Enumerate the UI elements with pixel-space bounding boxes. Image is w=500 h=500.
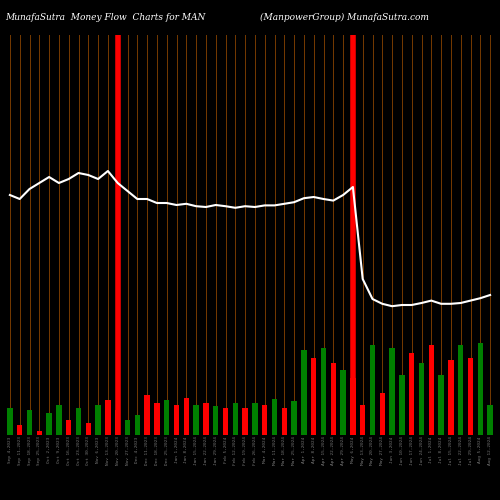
Bar (301, 350, 306, 435)
Bar (252, 402, 258, 435)
Bar (350, 378, 356, 435)
Bar (232, 402, 238, 435)
Bar (478, 342, 483, 435)
Text: MunafaSutra  Money Flow  Charts for MAN: MunafaSutra Money Flow Charts for MAN (5, 12, 205, 22)
Bar (409, 352, 414, 435)
Bar (488, 405, 493, 435)
Bar (27, 410, 32, 435)
Bar (36, 431, 42, 435)
Bar (458, 345, 464, 435)
Bar (86, 422, 91, 435)
Bar (360, 405, 366, 435)
Bar (370, 345, 375, 435)
Bar (272, 399, 277, 435)
Bar (419, 362, 424, 435)
Bar (213, 406, 218, 435)
Bar (438, 375, 444, 435)
Bar (428, 345, 434, 435)
Bar (46, 412, 52, 435)
Bar (134, 415, 140, 435)
Bar (399, 375, 404, 435)
Bar (56, 405, 62, 435)
Bar (154, 402, 160, 435)
Bar (66, 420, 71, 435)
Bar (144, 395, 150, 435)
Bar (184, 398, 189, 435)
Bar (380, 392, 385, 435)
Bar (330, 362, 336, 435)
Bar (164, 400, 170, 435)
Bar (194, 405, 199, 435)
Bar (174, 405, 179, 435)
Bar (321, 348, 326, 435)
Bar (282, 408, 287, 435)
Bar (115, 410, 120, 435)
Bar (311, 358, 316, 435)
Bar (96, 405, 101, 435)
Bar (468, 358, 473, 435)
Bar (448, 360, 454, 435)
Bar (340, 370, 346, 435)
Bar (262, 405, 268, 435)
Bar (203, 402, 208, 435)
Bar (242, 408, 248, 435)
Bar (105, 400, 110, 435)
Bar (7, 408, 12, 435)
Bar (292, 401, 297, 435)
Bar (223, 408, 228, 435)
Bar (125, 420, 130, 435)
Bar (390, 348, 395, 435)
Bar (17, 425, 22, 435)
Text: (ManpowerGroup) MunafaSutra.com: (ManpowerGroup) MunafaSutra.com (260, 12, 429, 22)
Bar (76, 408, 81, 435)
